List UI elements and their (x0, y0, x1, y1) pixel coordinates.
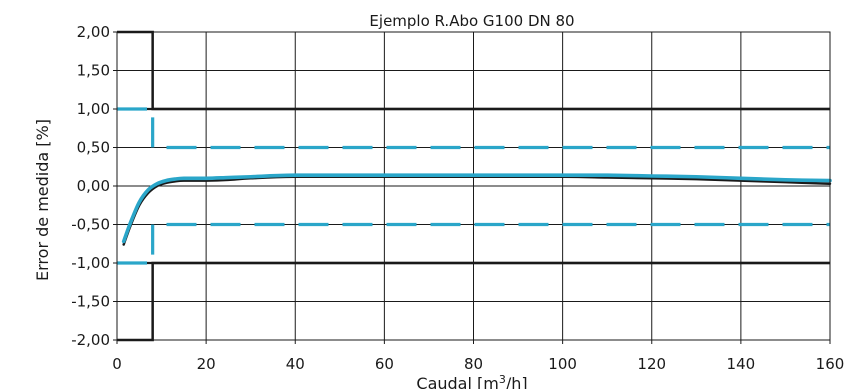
y-tick-label: 0,00 (77, 177, 110, 195)
x-tick-label: 160 (816, 355, 845, 373)
y-tick-label: -0,50 (71, 216, 110, 234)
error-curve-cyan (121, 173, 832, 244)
y-tick-label: 1,00 (77, 100, 110, 118)
y-axis-ticks: 2,00 1,50 1,00 0,50 0,00 -0,50 -1,00 -1,50 -2,00 (71, 23, 117, 349)
x-axis-label: Caudal [m3/h] (416, 373, 527, 389)
x-axis-label-main: Caudal [m (416, 374, 498, 389)
chart-title: Ejemplo R.Abo G100 DN 80 (369, 12, 574, 30)
x-tick-label: 60 (375, 355, 394, 373)
x-tick-label: 140 (727, 355, 756, 373)
x-tick-label: 0 (112, 355, 122, 373)
error-curves (121, 173, 832, 246)
y-tick-label: 0,50 (77, 139, 110, 157)
y-tick-label: 2,00 (77, 23, 110, 41)
x-axis-label-end: /h] (506, 374, 528, 389)
x-tick-label: 20 (197, 355, 216, 373)
y-tick-label: -2,00 (71, 331, 110, 349)
x-tick-label: 100 (548, 355, 577, 373)
x-axis-ticks: 0 20 40 60 80 100 120 140 160 (112, 340, 844, 373)
lower-limit-dashed (117, 222, 830, 265)
y-tick-label: 1,50 (77, 62, 110, 80)
x-tick-label: 40 (286, 355, 305, 373)
y-axis-label: Error de medida [%] (33, 119, 52, 281)
y-tick-label: -1,00 (71, 254, 110, 272)
y-tick-label: -1,50 (71, 293, 110, 311)
x-tick-label: 80 (464, 355, 483, 373)
x-tick-label: 120 (637, 355, 666, 373)
x-axis-label-sup: 3 (499, 373, 506, 386)
upper-limit-dashed (117, 107, 830, 150)
